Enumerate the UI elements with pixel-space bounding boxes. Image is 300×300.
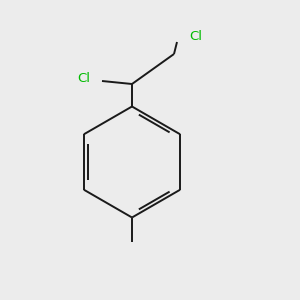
Text: Cl: Cl [77,71,90,85]
Text: Cl: Cl [189,29,202,43]
